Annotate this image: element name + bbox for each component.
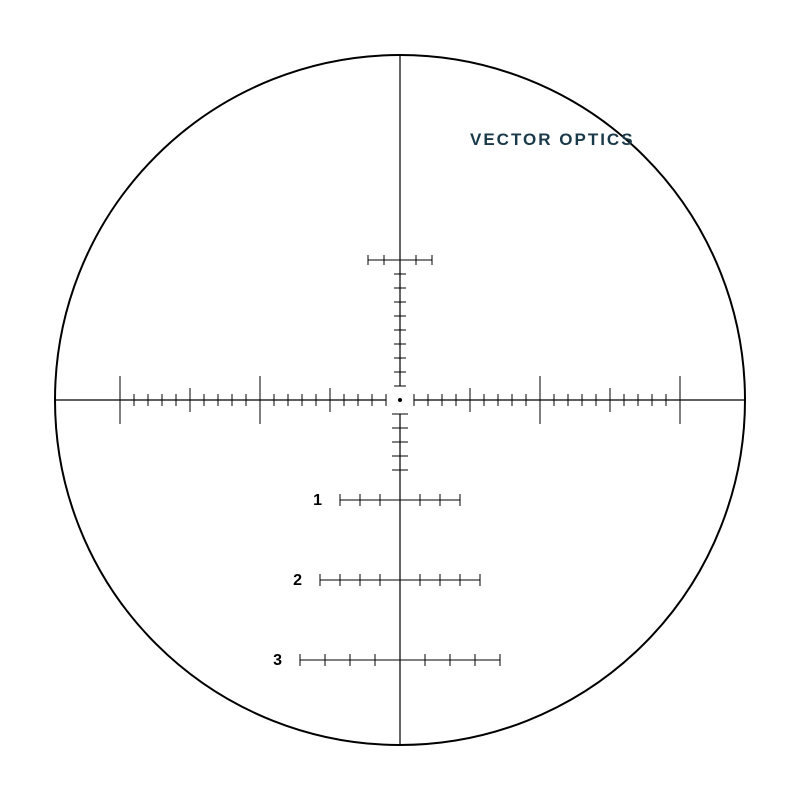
ladder-label-3: 3 [273,652,282,669]
ladder-label-1: 1 [313,492,322,509]
brand-label: VECTOR OPTICS [470,130,635,149]
center-dot [398,398,402,402]
reticle-diagram: 1 2 3 VECTOR OPTICS [0,0,800,800]
ladder-label-2: 2 [293,572,302,589]
